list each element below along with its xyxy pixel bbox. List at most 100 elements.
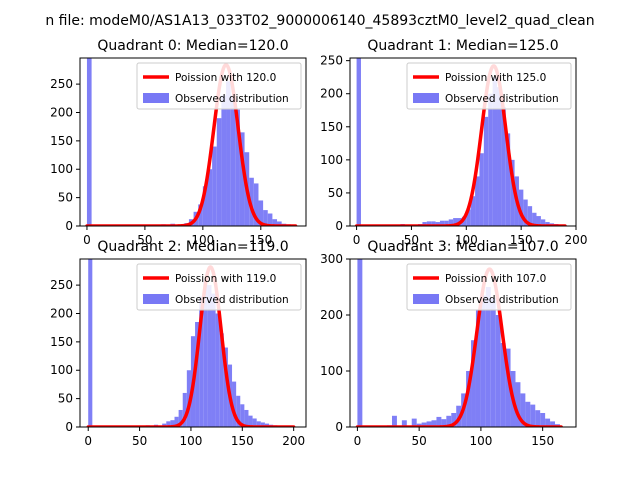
histogram-bar (267, 213, 273, 226)
histogram-bar (466, 209, 471, 226)
histogram-bar (422, 222, 427, 226)
histogram-bar (448, 219, 454, 226)
poisson-curve (85, 63, 298, 226)
histogram-bar (485, 287, 491, 427)
histogram-bar (232, 381, 237, 427)
histogram-bar (518, 189, 524, 226)
histogram-bar (252, 418, 257, 427)
legend-observed-label: Observed distribution (445, 294, 559, 306)
histogram-bar (461, 216, 467, 226)
legend-box (136, 263, 302, 311)
subplot-title: Quadrant 1: Median=125.0 (367, 38, 558, 54)
x-tick-label: 0 (354, 434, 362, 448)
histogram-bar (356, 58, 361, 226)
legend-poisson-label: Poission with 120.0 (175, 72, 276, 84)
histogram-bar (515, 382, 521, 427)
histogram-bar (182, 392, 187, 427)
histogram-bar (86, 58, 92, 226)
legend-observed-label: Observed distribution (175, 294, 289, 306)
histogram-bar (277, 221, 282, 226)
histogram-bar (530, 404, 536, 427)
histogram-bar (431, 221, 436, 226)
poisson-curve (86, 265, 296, 427)
histogram-bar (198, 204, 203, 226)
histogram-bar (235, 109, 240, 226)
subplot-title: Quadrant 0: Median=120.0 (97, 38, 288, 54)
histogram-bar (248, 415, 253, 427)
y-tick-label: 0 (65, 420, 73, 434)
histogram-bar (536, 216, 541, 226)
histogram-bar (495, 315, 501, 427)
x-tick-label: 200 (282, 434, 305, 448)
legend-box (136, 62, 302, 110)
x-tick-label: 0 (84, 434, 92, 448)
histogram-bar (211, 293, 216, 427)
x-tick-label: 0 (83, 233, 91, 247)
y-tick-label: 250 (50, 77, 73, 91)
histogram-bar (195, 322, 200, 427)
legend-observed-swatch (143, 294, 169, 304)
histogram-bar (510, 159, 515, 226)
x-tick-label: 50 (132, 434, 147, 448)
legend: Poission with 125.0 Observed distribution (406, 62, 572, 110)
histogram-bar (391, 415, 397, 427)
x-tick-label: 150 (231, 434, 254, 448)
histogram-bar (525, 401, 531, 427)
y-tick-label: 200 (50, 306, 73, 320)
legend-poisson-label: Poission with 119.0 (175, 273, 276, 285)
histogram-bar (453, 218, 458, 226)
legend-observed-label: Observed distribution (445, 93, 559, 105)
histogram-bar (174, 416, 179, 427)
histogram-bar (520, 393, 526, 427)
y-tick-label: 250 (320, 54, 343, 68)
histogram-bar (479, 153, 484, 226)
histogram-bar (532, 212, 537, 226)
subplot-title: Quadrant 2: Median=119.0 (97, 239, 288, 255)
histogram-bar (260, 422, 265, 427)
y-tick-label: 100 (50, 162, 73, 176)
x-tick-label: 200 (565, 233, 588, 247)
legend-poisson-label: Poission with 125.0 (445, 72, 546, 84)
histogram-bar (219, 333, 224, 427)
histogram-bar (253, 183, 259, 226)
histogram-bar (488, 93, 493, 226)
histogram-bar (203, 279, 208, 427)
legend: Poission with 107.0 Observed distribution (406, 263, 572, 311)
histogram-bar (239, 132, 245, 226)
legend: Poission with 119.0 Observed distribution (136, 263, 302, 311)
histogram-bar (435, 222, 440, 226)
y-tick-label: 150 (50, 335, 73, 349)
histogram-bar (439, 220, 445, 226)
subplot-2: 0 50 100 150 200 0 50 100 150 200 250 Quadrant 2: M… (50, 239, 307, 448)
histogram-bar (480, 295, 486, 427)
plot-area (85, 58, 298, 226)
histogram-bar (523, 199, 528, 226)
poisson-curve (354, 64, 567, 226)
x-tick-label: 100 (469, 434, 492, 448)
subplot-3: 0 50 100 150 0 100 200 300 Quadrant 3: Median=10… (320, 239, 577, 448)
legend-observed-swatch (413, 294, 439, 304)
histogram-bar (500, 343, 506, 427)
y-tick-label: 200 (320, 87, 343, 101)
histogram-bar (216, 118, 222, 226)
histogram-bar (202, 186, 208, 226)
x-tick-label: 50 (412, 434, 427, 448)
y-tick-label: 250 (50, 278, 73, 292)
histogram-bar (501, 106, 506, 226)
histogram-bar (483, 116, 489, 226)
y-tick-label: 0 (335, 219, 343, 233)
y-tick-label: 100 (50, 363, 73, 377)
axes-frame (349, 258, 577, 428)
poisson-curve (355, 267, 563, 427)
histogram-bar (466, 371, 472, 427)
y-tick-label: 200 (320, 308, 343, 322)
histogram-bar (431, 420, 437, 427)
x-tick-label: 150 (531, 434, 554, 448)
x-tick-label: 100 (191, 233, 214, 247)
histogram-bar (436, 416, 442, 427)
y-tick-label: 50 (58, 191, 73, 205)
x-tick-label: 100 (179, 434, 202, 448)
histogram-bar (223, 347, 228, 427)
histogram-bar (446, 415, 452, 427)
